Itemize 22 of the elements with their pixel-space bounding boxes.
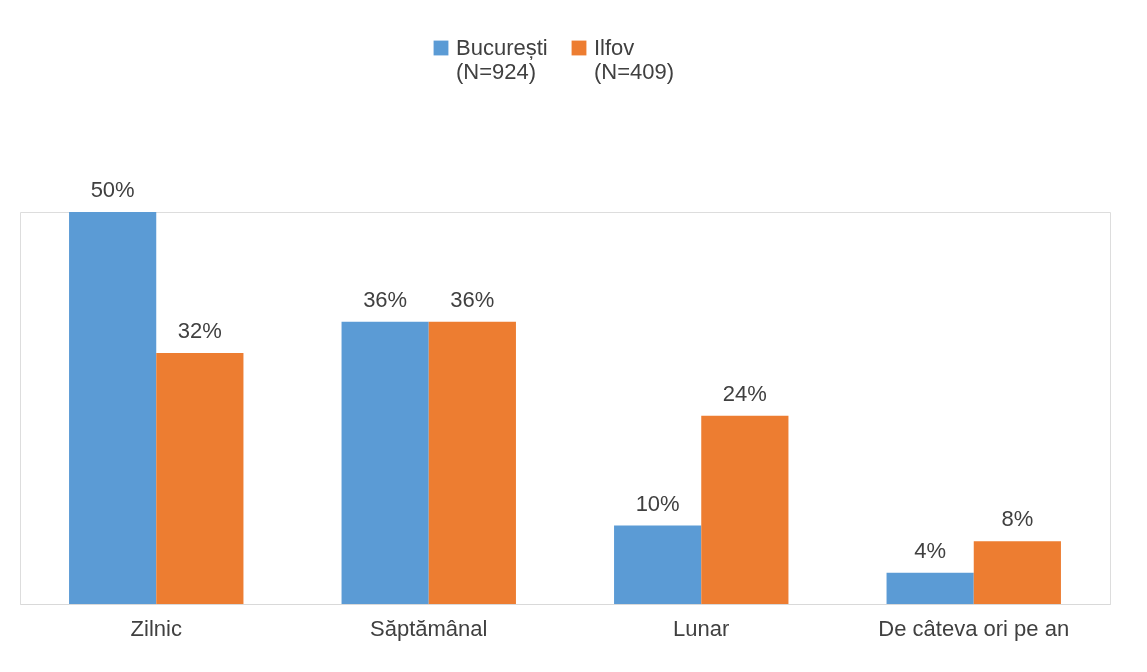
legend-label: București (N=924) bbox=[456, 35, 548, 84]
data-label: 36% bbox=[363, 286, 408, 312]
bar bbox=[69, 212, 157, 604]
data-label: 24% bbox=[722, 380, 767, 406]
bar bbox=[156, 353, 244, 604]
x-tick-label: Zilnic bbox=[130, 615, 182, 641]
data-label: 10% bbox=[635, 490, 680, 516]
data-label: 8% bbox=[1001, 506, 1034, 532]
bar bbox=[428, 321, 516, 604]
x-tick-label: Lunar bbox=[673, 615, 730, 641]
x-tick-label: Săptămânal bbox=[370, 615, 488, 641]
bar bbox=[614, 525, 702, 604]
x-tick-label: De câteva ori pe an bbox=[878, 615, 1070, 641]
data-label: 4% bbox=[914, 537, 947, 563]
data-label: 36% bbox=[450, 286, 495, 312]
bar bbox=[341, 321, 429, 604]
bar bbox=[886, 572, 974, 604]
data-label: 32% bbox=[177, 318, 222, 344]
data-label: 50% bbox=[90, 177, 135, 202]
legend-label: Ilfov (N=409) bbox=[594, 35, 675, 84]
bar bbox=[973, 541, 1061, 604]
bar bbox=[701, 415, 789, 604]
